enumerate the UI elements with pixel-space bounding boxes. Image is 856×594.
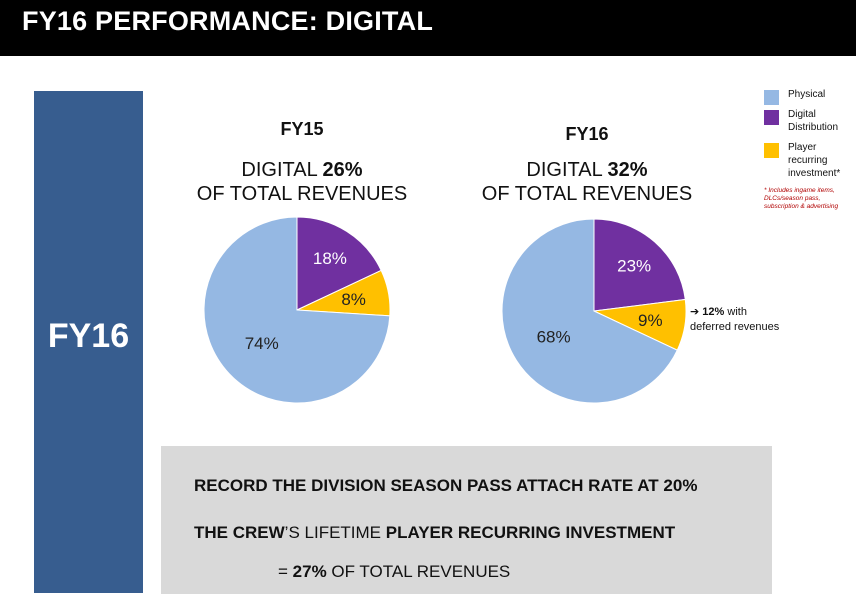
pie-slice-digital	[593, 218, 686, 312]
pie-slice-physical	[501, 218, 678, 404]
pie-label-digital: 18%	[313, 249, 347, 268]
legend-label-recurring: Player recurring investment*	[788, 142, 841, 179]
summary-line-1-text: RECORD THE DIVISION SEASON PASS ATTACH R…	[194, 476, 698, 495]
summary-line-2-b: ’S LIFETIME	[284, 523, 386, 542]
chart-fy16-subtitle: DIGITAL 32% OF TOTAL REVENUES	[477, 158, 697, 206]
legend-item-digital: Digital Distribution	[764, 108, 848, 134]
slide-title: FY16 PERFORMANCE: DIGITAL	[22, 6, 434, 36]
summary-line-2: THE CREW’S LIFETIME PLAYER RECURRING INV…	[194, 523, 675, 543]
pie-label-digital: 23%	[617, 256, 651, 275]
annotation-text-1: with	[724, 306, 747, 318]
annotation-text-2: deferred revenues	[690, 321, 780, 333]
pie-label-recurring: 8%	[341, 290, 366, 309]
title-bar: FY16 PERFORMANCE: DIGITAL	[0, 0, 856, 56]
side-label: FY16	[47, 317, 130, 355]
legend-label-physical: Physical	[788, 89, 826, 100]
chart-fy16-subtitle-value: 32%	[607, 159, 648, 181]
side-panel: FY16	[34, 91, 143, 593]
legend: Physical Digital Distribution Player rec…	[764, 88, 856, 211]
annotation-value: 12%	[702, 306, 725, 318]
chart-fy16-subtitle-pre: DIGITAL	[526, 159, 608, 181]
pie-chart-fy16: 23% 9% 68%	[501, 218, 687, 404]
deferred-annotation: ➔ 12% with deferred revenues	[690, 305, 779, 335]
pie-label-physical: 74%	[245, 334, 279, 353]
summary-line-2-a: THE CREW	[194, 523, 285, 542]
chart-fy15-year: FY15	[280, 119, 324, 139]
legend-swatch-digital	[764, 110, 779, 125]
legend-item-physical: Physical	[764, 88, 856, 105]
chart-fy16-header: FY16 DIGITAL 32% OF TOTAL REVENUES	[477, 124, 697, 206]
chart-fy15-subtitle-post: OF TOTAL REVENUES	[196, 183, 408, 205]
chart-fy15-subtitle-pre: DIGITAL	[241, 159, 323, 181]
summary-line-3: = 27% OF TOTAL REVENUES	[278, 562, 510, 582]
chart-fy15-subtitle-value: 26%	[322, 159, 363, 181]
chart-fy15-header: FY15 DIGITAL 26% OF TOTAL REVENUES	[192, 119, 412, 206]
summary-line-1: RECORD THE DIVISION SEASON PASS ATTACH R…	[194, 476, 697, 496]
summary-line-3-b: 27%	[292, 562, 327, 581]
summary-line-2-c: PLAYER RECURRING INVESTMENT	[385, 523, 676, 542]
legend-swatch-recurring	[764, 143, 779, 158]
pie-label-recurring: 9%	[638, 311, 663, 330]
chart-fy16-year: FY16	[565, 124, 609, 144]
pie-chart-fy15: 18% 8% 74%	[203, 216, 391, 404]
legend-footnote: * Includes ingame items, DLCs/season pas…	[764, 187, 839, 210]
arrow-icon: ➔	[690, 306, 700, 318]
chart-fy15-subtitle: DIGITAL 26% OF TOTAL REVENUES	[192, 158, 412, 206]
chart-fy16-subtitle-post: OF TOTAL REVENUES	[481, 183, 693, 205]
pie-slice-digital	[296, 216, 382, 311]
pie-slice-physical	[203, 216, 391, 404]
legend-label-digital: Digital Distribution	[788, 109, 839, 133]
summary-line-3-c: OF TOTAL REVENUES	[326, 562, 511, 581]
legend-item-recurring: Player recurring investment*	[764, 141, 846, 180]
pie-label-physical: 68%	[537, 328, 571, 347]
summary-line-3-a: =	[278, 562, 293, 581]
legend-swatch-physical	[764, 90, 779, 105]
summary-box: RECORD THE DIVISION SEASON PASS ATTACH R…	[161, 446, 772, 594]
